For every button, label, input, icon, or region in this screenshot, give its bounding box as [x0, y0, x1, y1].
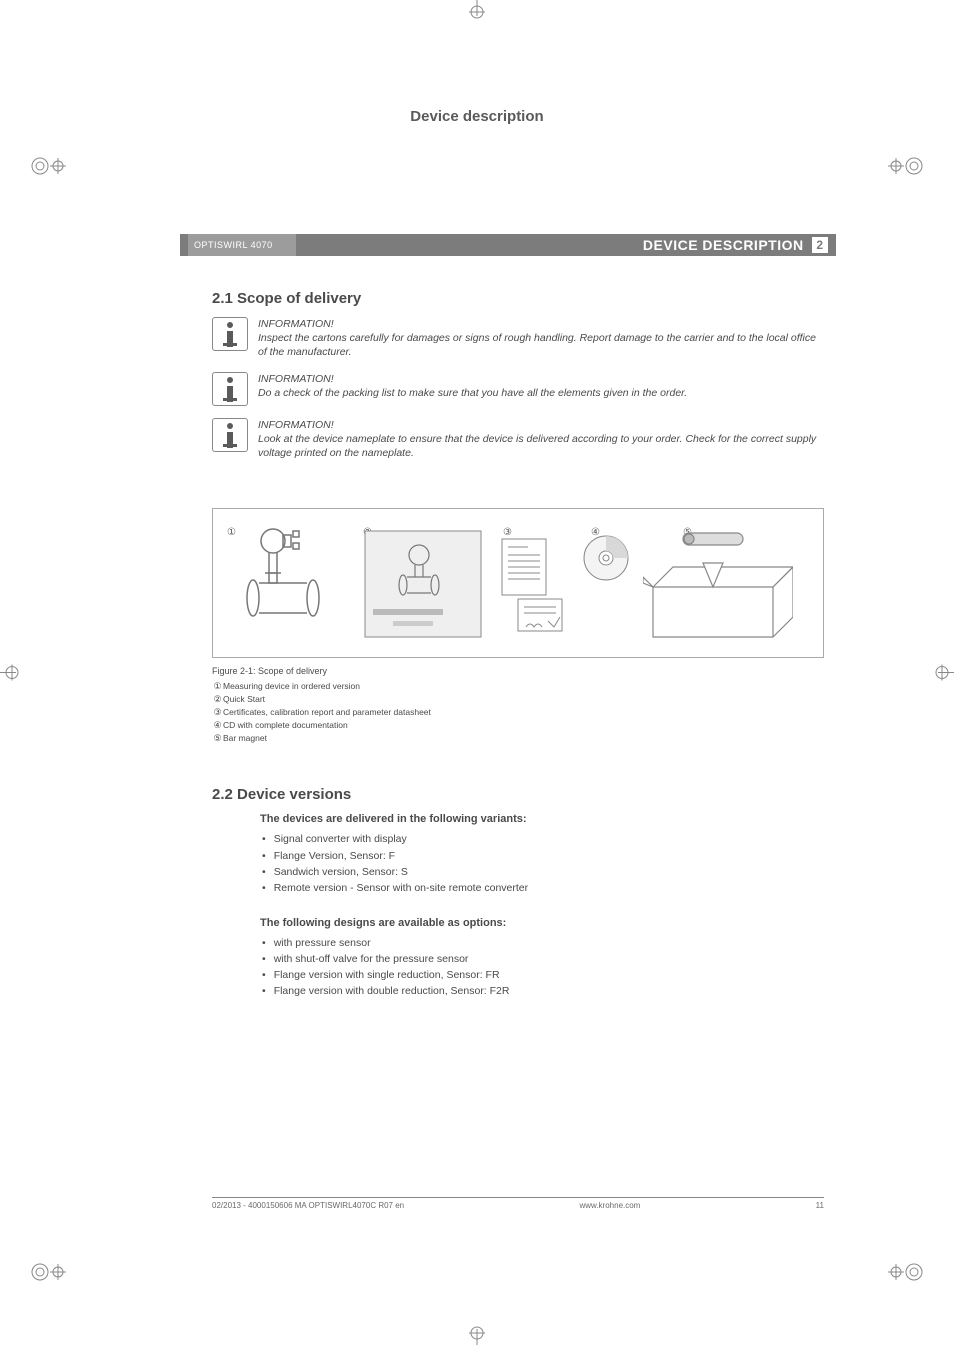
info-title: INFORMATION! — [258, 372, 824, 386]
info-text: INFORMATION! Inspect the cartons careful… — [258, 317, 824, 360]
banner-section: DEVICE DESCRIPTION 2 — [296, 234, 836, 256]
banner-accent — [180, 234, 188, 256]
subheading-options: The following designs are available as o… — [260, 917, 824, 929]
section-2-2-body: The devices are delivered in the followi… — [212, 813, 824, 999]
list-item: Signal converter with display — [260, 831, 824, 847]
figure-documents-icon — [498, 535, 568, 635]
list-item: Flange version with double reduction, Se… — [260, 983, 824, 999]
info-body: Look at the device nameplate to ensure t… — [258, 432, 824, 460]
footer-docid: 02/2013 - 4000150606 MA OPTISWIRL4070C R… — [212, 1201, 404, 1210]
info-text: INFORMATION! Do a check of the packing l… — [258, 372, 824, 406]
variants-list: Signal converter with display Flange Ver… — [260, 831, 824, 896]
info-body: Inspect the cartons carefully for damage… — [258, 331, 824, 359]
banner-section-title: DEVICE DESCRIPTION — [643, 237, 804, 253]
list-item: Flange version with single reduction, Se… — [260, 967, 824, 983]
figure-device-icon — [243, 523, 333, 633]
list-item: Sandwich version, Sensor: S — [260, 864, 824, 880]
info-body: Do a check of the packing list to make s… — [258, 386, 824, 400]
info-text: INFORMATION! Look at the device nameplat… — [258, 418, 824, 461]
info-note: INFORMATION! Inspect the cartons careful… — [212, 317, 824, 360]
info-note: INFORMATION! Do a check of the packing l… — [212, 372, 824, 406]
figure-quickstart-icon — [363, 529, 483, 639]
list-item: with shut-off valve for the pressure sen… — [260, 951, 824, 967]
page: Device description OPTISWIRL 4070 DEVICE… — [0, 0, 954, 1350]
content-area: 2.1 Scope of delivery INFORMATION! Inspe… — [212, 290, 824, 1000]
heading-2-1: 2.1 Scope of delivery — [212, 290, 824, 307]
crop-mark-icon — [888, 1254, 924, 1290]
footer-pagenum: 11 — [816, 1201, 824, 1210]
crop-mark-icon — [30, 1254, 66, 1290]
list-item: Flange Version, Sensor: F — [260, 848, 824, 864]
fold-mark-icon — [0, 661, 24, 690]
heading-2-2: 2.2 Device versions — [212, 786, 824, 803]
fold-mark-icon — [465, 0, 489, 29]
fold-mark-icon — [465, 1321, 489, 1350]
info-icon — [212, 372, 248, 406]
subheading-variants: The devices are delivered in the followi… — [260, 813, 824, 825]
list-item: with pressure sensor — [260, 935, 824, 951]
figure-legend-item: ⑤Bar magnet — [212, 732, 824, 745]
info-title: INFORMATION! — [258, 418, 824, 432]
list-item: Remote version - Sensor with on-site rem… — [260, 880, 824, 896]
figure-scope-of-delivery: ① ② ③ ④ ⑤ — [212, 508, 824, 658]
page-header-title: Device description — [0, 108, 954, 125]
page-footer: 02/2013 - 4000150606 MA OPTISWIRL4070C R… — [212, 1197, 824, 1210]
info-note: INFORMATION! Look at the device nameplat… — [212, 418, 824, 461]
figure-marker: ① — [227, 527, 236, 538]
figure-legend-item: ④CD with complete documentation — [212, 719, 824, 732]
figure-magnet-box-icon — [643, 527, 793, 647]
options-list: with pressure sensor with shut-off valve… — [260, 935, 824, 1000]
figure-legend: ①Measuring device in ordered version ②Qu… — [212, 680, 824, 744]
banner-product: OPTISWIRL 4070 — [188, 234, 296, 256]
section-banner: OPTISWIRL 4070 DEVICE DESCRIPTION 2 — [180, 234, 836, 256]
crop-mark-icon — [30, 148, 66, 184]
info-icon — [212, 418, 248, 452]
section-2-2: 2.2 Device versions The devices are deli… — [212, 786, 824, 999]
banner-section-number: 2 — [812, 237, 828, 253]
figure-legend-item: ①Measuring device in ordered version — [212, 680, 824, 693]
figure-caption: Figure 2-1: Scope of delivery — [212, 666, 824, 676]
figure-legend-item: ③Certificates, calibration report and pa… — [212, 706, 824, 719]
fold-mark-icon — [930, 661, 954, 690]
info-title: INFORMATION! — [258, 317, 824, 331]
figure-legend-item: ②Quick Start — [212, 693, 824, 706]
crop-mark-icon — [888, 148, 924, 184]
footer-url: www.krohne.com — [579, 1201, 640, 1210]
info-icon — [212, 317, 248, 351]
figure-cd-icon — [581, 533, 631, 583]
